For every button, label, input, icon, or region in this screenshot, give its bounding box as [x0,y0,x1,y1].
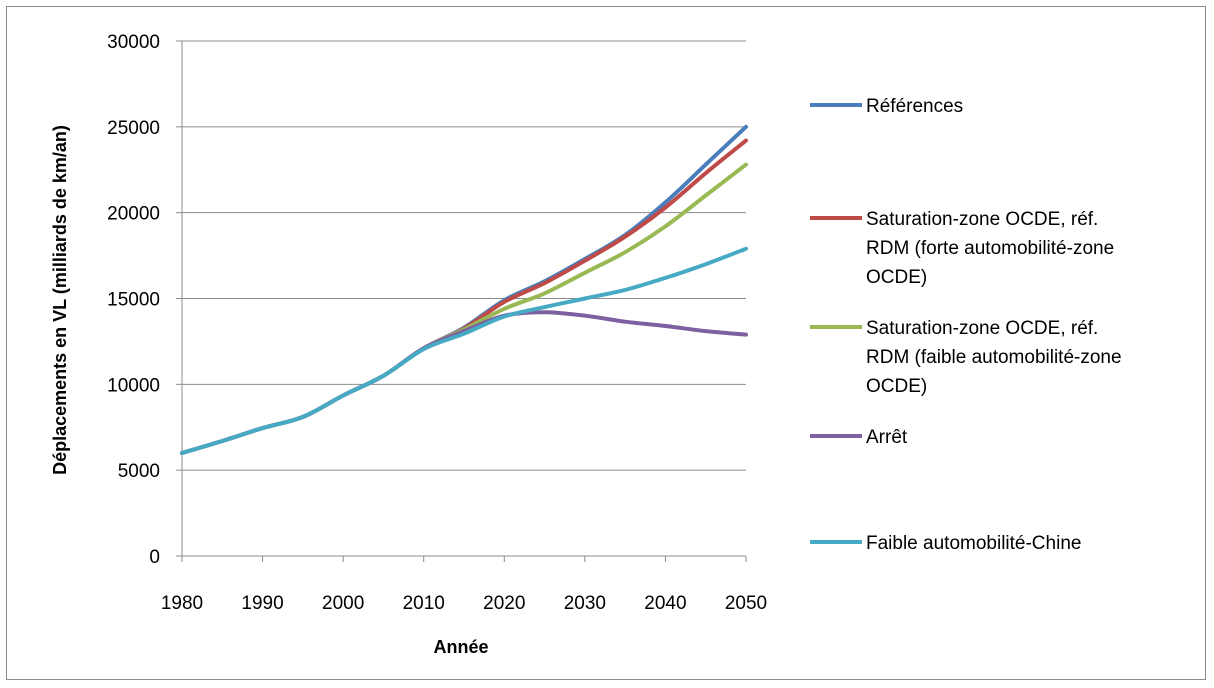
legend-label-5: Faible automobilité-Chine [866,533,1081,554]
x-tick-label: 1980 [161,593,203,614]
legend-label-2: OCDE) [866,267,927,288]
legend-label-2: Saturation-zone OCDE, réf. [866,209,1098,230]
y-tick-label: 30000 [107,32,160,53]
legend-label-4: Arrêt [866,427,908,448]
legend-label-3: OCDE) [866,376,927,397]
y-tick-label: 20000 [107,204,160,225]
y-axis-ticks: 0 5000 10000 15000 20000 25000 30000 [107,32,160,568]
x-tick-label: 2020 [483,593,525,614]
y-axis-title: Déplacements en VL (milliards de km/an) [50,125,70,475]
legend: Références Saturation-zone OCDE, réf. RDM … [810,96,1122,554]
x-tick-label: 2010 [403,593,445,614]
legend-label-3: RDM (faible automobilité-zone [866,347,1122,368]
chart-frame [6,6,1206,680]
x-axis-ticks: 1980 1990 2000 2010 2020 2030 2040 2050 [161,593,767,614]
gridlines [176,40,747,562]
series-lines [180,124,748,455]
x-tick-label: 2050 [725,593,767,614]
y-tick-label: 15000 [107,290,160,311]
x-tick-label: 2040 [644,593,686,614]
series-line-2 [180,138,748,455]
series-line-1 [180,124,748,455]
y-tick-label: 0 [149,547,160,568]
legend-label-1: Références [866,96,963,117]
y-tick-label: 25000 [107,118,160,139]
legend-label-2: RDM (forte automobilité-zone [866,238,1114,259]
x-axis-title: Année [433,637,488,657]
x-tick-label: 1990 [241,593,283,614]
legend-label-3: Saturation-zone OCDE, réf. [866,318,1098,339]
series-line-5 [180,246,748,455]
y-tick-label: 10000 [107,375,160,396]
x-tick-label: 2000 [322,593,364,614]
x-tick-label: 2030 [564,593,606,614]
y-tick-label: 5000 [118,461,160,482]
